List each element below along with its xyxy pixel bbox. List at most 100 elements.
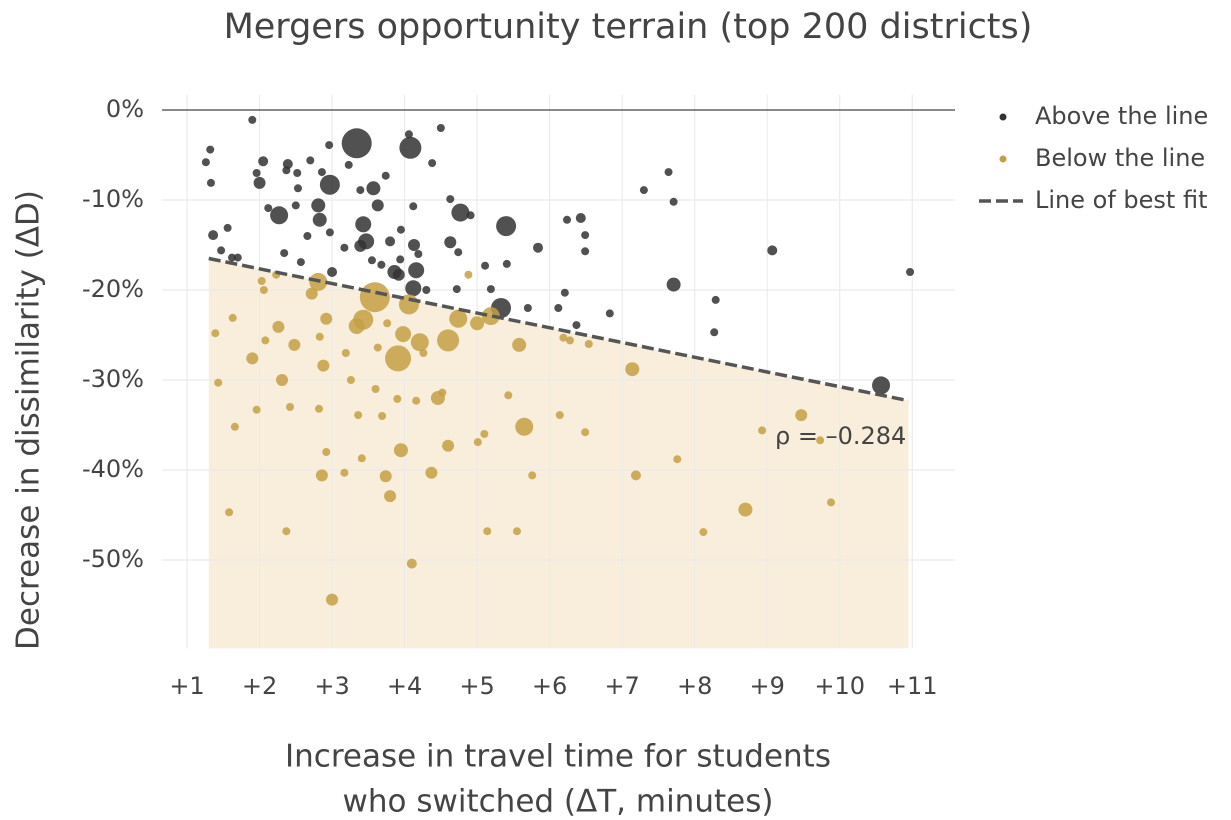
legend-label: Above the line: [1035, 102, 1208, 130]
point: [396, 225, 405, 234]
point: [225, 508, 234, 517]
point: [512, 337, 527, 352]
point: [227, 253, 236, 262]
point: [625, 362, 640, 377]
point: [291, 201, 300, 210]
point: [486, 285, 495, 294]
point: [816, 436, 825, 445]
point: [385, 345, 412, 372]
point: [326, 593, 339, 606]
point: [444, 236, 457, 249]
point: [356, 186, 365, 195]
point: [282, 166, 291, 175]
point: [296, 258, 305, 267]
point: [378, 412, 387, 420]
point: [325, 141, 334, 150]
point: [230, 422, 239, 431]
point: [408, 239, 421, 251]
point: [354, 411, 363, 420]
point: [555, 411, 564, 420]
point: [504, 391, 513, 400]
point: [581, 428, 590, 437]
x-axis-title: Increase in travel time for students: [285, 739, 831, 775]
point: [565, 336, 574, 345]
point: [473, 438, 482, 447]
y-tick-label: -40%: [82, 455, 144, 483]
point: [315, 404, 324, 413]
legend-label: Line of best fit: [1035, 186, 1207, 214]
point: [383, 319, 392, 328]
point: [366, 181, 381, 196]
point: [559, 333, 568, 342]
point: [584, 340, 593, 348]
point: [303, 232, 312, 240]
point: [639, 186, 648, 195]
point: [270, 206, 289, 225]
x-tick-label: +11: [887, 672, 938, 700]
point: [367, 256, 376, 265]
point: [422, 286, 431, 294]
point: [252, 405, 261, 414]
point: [211, 329, 220, 338]
point: [257, 277, 266, 285]
point: [673, 455, 682, 464]
point: [409, 202, 418, 211]
x-tick-label: +3: [314, 672, 349, 700]
legend-label: Below the line: [1035, 144, 1205, 172]
point: [437, 329, 460, 352]
point: [451, 203, 470, 222]
point: [669, 197, 678, 206]
point: [464, 270, 473, 279]
point: [217, 246, 226, 255]
point: [436, 124, 445, 132]
point: [311, 198, 326, 213]
point: [496, 216, 517, 237]
y-tick-label: -50%: [82, 545, 144, 573]
point: [264, 204, 273, 213]
y-tick-label: -30%: [82, 365, 144, 393]
point: [206, 178, 215, 187]
point: [288, 338, 301, 351]
point: [252, 169, 261, 177]
point: [282, 527, 291, 536]
point: [373, 343, 382, 352]
point: [344, 160, 353, 169]
point: [396, 255, 405, 264]
x-tick-label: +6: [532, 672, 567, 700]
point: [371, 199, 384, 212]
point: [327, 267, 338, 277]
point: [233, 253, 242, 262]
point: [452, 285, 461, 294]
point: [358, 233, 375, 250]
point: [208, 230, 219, 241]
point: [767, 245, 778, 256]
point: [357, 454, 366, 463]
point: [738, 502, 753, 517]
point: [515, 417, 534, 436]
point: [393, 394, 402, 403]
x-tick-label: +10: [814, 672, 865, 700]
point: [711, 295, 720, 304]
point: [758, 426, 767, 435]
point: [428, 159, 437, 168]
point: [438, 388, 447, 397]
point: [581, 247, 590, 256]
point: [280, 249, 289, 258]
point: [483, 527, 492, 536]
point: [371, 385, 380, 393]
point: [341, 349, 350, 357]
point: [392, 268, 405, 281]
point: [419, 349, 428, 357]
point: [248, 115, 257, 124]
point: [340, 468, 349, 477]
point: [575, 213, 586, 223]
point: [481, 261, 490, 270]
x-tick-label: +5: [459, 672, 494, 700]
below-region: [208, 258, 909, 649]
point: [384, 490, 397, 503]
point: [826, 498, 835, 507]
point: [340, 243, 349, 252]
point: [317, 359, 330, 372]
point: [355, 216, 372, 233]
point: [385, 236, 396, 247]
